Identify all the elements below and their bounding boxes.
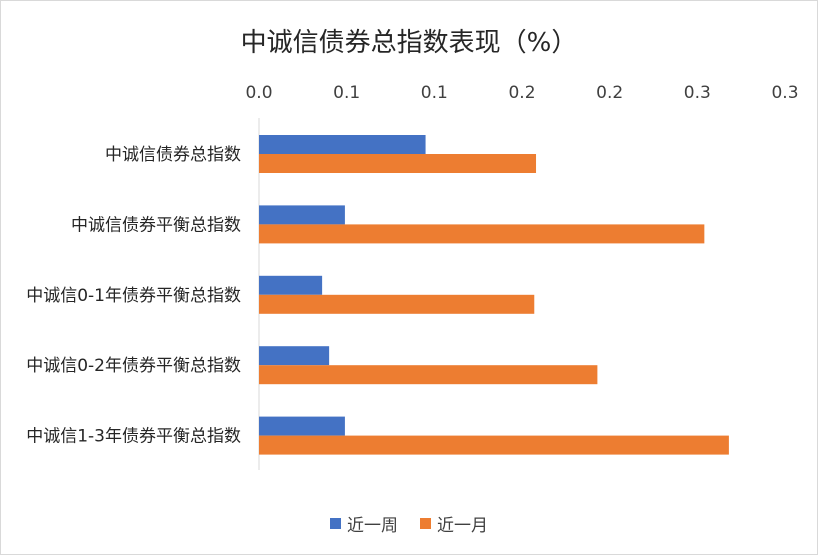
- x-tick-label: 0.0: [245, 83, 272, 103]
- bar-week: [259, 275, 323, 295]
- bar-week: [259, 346, 330, 366]
- x-tick-label: 0.3: [684, 83, 711, 103]
- bar-month: [259, 154, 537, 173]
- x-tick-label: 0.3: [771, 83, 798, 103]
- bar-month: [259, 365, 598, 385]
- bar-week: [259, 205, 345, 225]
- legend-label-month: 近一月: [437, 516, 488, 536]
- bar-week: [259, 416, 345, 436]
- category-label: 中诚信1-3年债券平衡总指数: [26, 427, 241, 447]
- bar-month: [259, 224, 705, 244]
- category-label: 中诚信0-1年债券平衡总指数: [26, 286, 241, 306]
- x-tick-label: 0.2: [596, 83, 623, 103]
- legend: 近一周 近一月: [0, 511, 818, 536]
- legend-item-month: 近一月: [420, 511, 488, 536]
- x-tick-label: 0.2: [508, 83, 535, 103]
- x-tick-label: 0.1: [333, 83, 360, 103]
- legend-swatch-week: [330, 518, 341, 529]
- category-label: 中诚信0-2年债券平衡总指数: [26, 356, 241, 376]
- legend-swatch-month: [420, 518, 431, 529]
- bar-week: [259, 135, 426, 154]
- x-tick-label: 0.1: [421, 83, 448, 103]
- legend-label-week: 近一周: [347, 516, 398, 536]
- chart-title: 中诚信债券总指数表现（%）: [240, 28, 578, 58]
- bar-month: [259, 294, 535, 314]
- category-label: 中诚信债券平衡总指数: [71, 215, 241, 235]
- legend-item-week: 近一周: [330, 511, 398, 536]
- bar-month: [259, 435, 729, 455]
- category-label: 中诚信债券总指数: [105, 145, 241, 165]
